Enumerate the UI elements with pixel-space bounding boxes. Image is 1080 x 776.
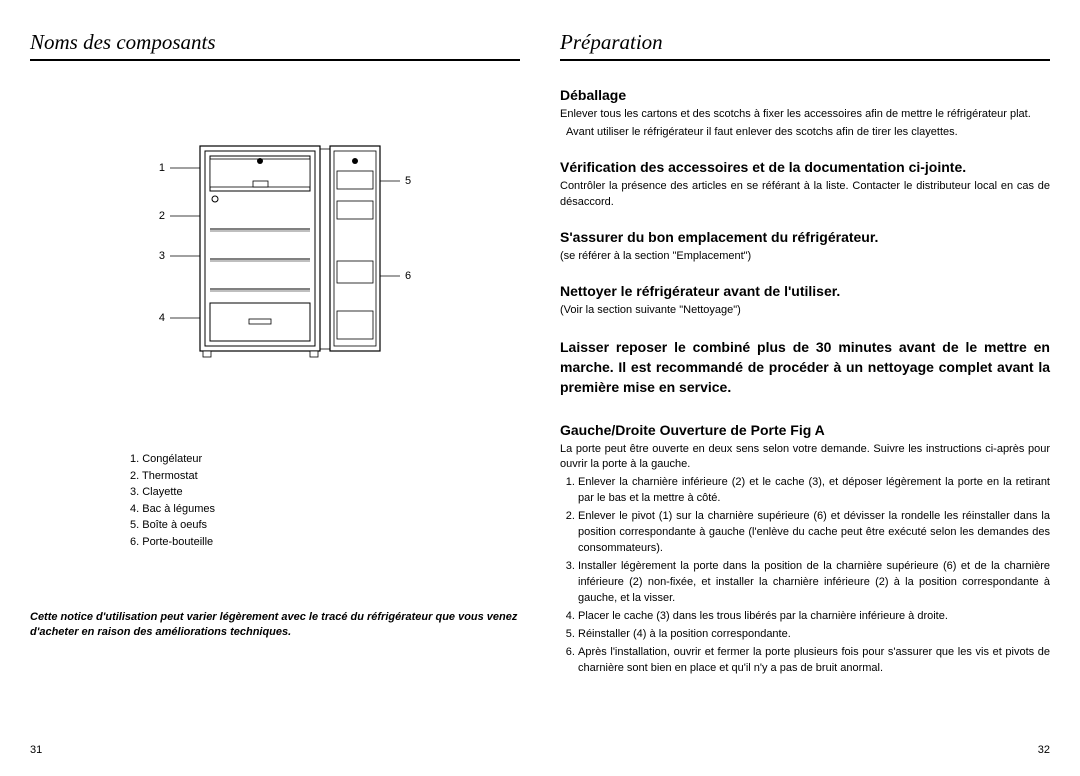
legend-item: 3. Clayette <box>130 484 520 501</box>
step-item: Enlever le pivot (1) sur la charnière su… <box>578 509 1050 557</box>
page-number-right: 32 <box>560 744 1050 756</box>
right-title: Préparation <box>560 30 1050 55</box>
label-3: 3 <box>159 250 165 262</box>
legend-item: 2. Thermostat <box>130 468 520 485</box>
legend-item: 4. Bac à légumes <box>130 501 520 518</box>
heading-emplacement: S'assurer du bon emplacement du réfrigér… <box>560 229 1050 245</box>
label-5: 5 <box>405 175 411 187</box>
right-page: Préparation Déballage Enlever tous les c… <box>560 30 1050 756</box>
step-item: Après l'installation, ouvrir et fermer l… <box>578 645 1050 677</box>
text-nettoyer: (Voir la section suivante "Nettoyage") <box>560 303 1050 319</box>
label-2: 2 <box>159 210 165 222</box>
title-rule-left <box>30 59 520 61</box>
text-emplacement: (se référer à la section "Emplacement") <box>560 249 1050 265</box>
step-item: Réinstaller (4) à la position correspond… <box>578 627 1050 643</box>
text-porte-intro: La porte peut être ouverte en deux sens … <box>560 442 1050 474</box>
disclaimer-note: Cette notice d'utilisation peut varier l… <box>30 610 520 641</box>
legend-item: 1. Congélateur <box>130 451 520 468</box>
fridge-svg: 1 2 3 4 5 6 <box>105 141 445 371</box>
step-item: Installer légèrement la porte dans la po… <box>578 559 1050 607</box>
label-4: 4 <box>159 312 165 324</box>
component-legend: 1. Congélateur 2. Thermostat 3. Clayette… <box>130 451 520 550</box>
text-deballage-2: Avant utiliser le réfrigérateur il faut … <box>560 125 1050 141</box>
step-item: Enlever la charnière inférieure (2) et l… <box>578 475 1050 507</box>
left-page: Noms des composants 1 2 3 4 5 6 <box>30 30 520 756</box>
step-item: Placer le cache (3) dans les trous libér… <box>578 609 1050 625</box>
heading-repos: Laisser reposer le combiné plus de 30 mi… <box>560 337 1050 398</box>
legend-item: 5. Boîte à oeufs <box>130 517 520 534</box>
heading-porte: Gauche/Droite Ouverture de Porte Fig A <box>560 422 1050 438</box>
heading-nettoyer: Nettoyer le réfrigérateur avant de l'uti… <box>560 283 1050 299</box>
label-1: 1 <box>159 162 165 174</box>
fridge-diagram: 1 2 3 4 5 6 <box>30 141 520 371</box>
legend-item: 6. Porte-bouteille <box>130 534 520 551</box>
label-6: 6 <box>405 270 411 282</box>
heading-verif: Vérification des accessoires et de la do… <box>560 159 1050 175</box>
text-deballage-1: Enlever tous les cartons et des scotchs … <box>560 107 1050 123</box>
heading-deballage: Déballage <box>560 87 1050 103</box>
text-verif: Contrôler la présence des articles en se… <box>560 179 1050 211</box>
porte-steps: Enlever la charnière inférieure (2) et l… <box>560 475 1050 678</box>
title-rule-right <box>560 59 1050 61</box>
page-number-left: 31 <box>30 744 520 756</box>
left-title: Noms des composants <box>30 30 520 55</box>
